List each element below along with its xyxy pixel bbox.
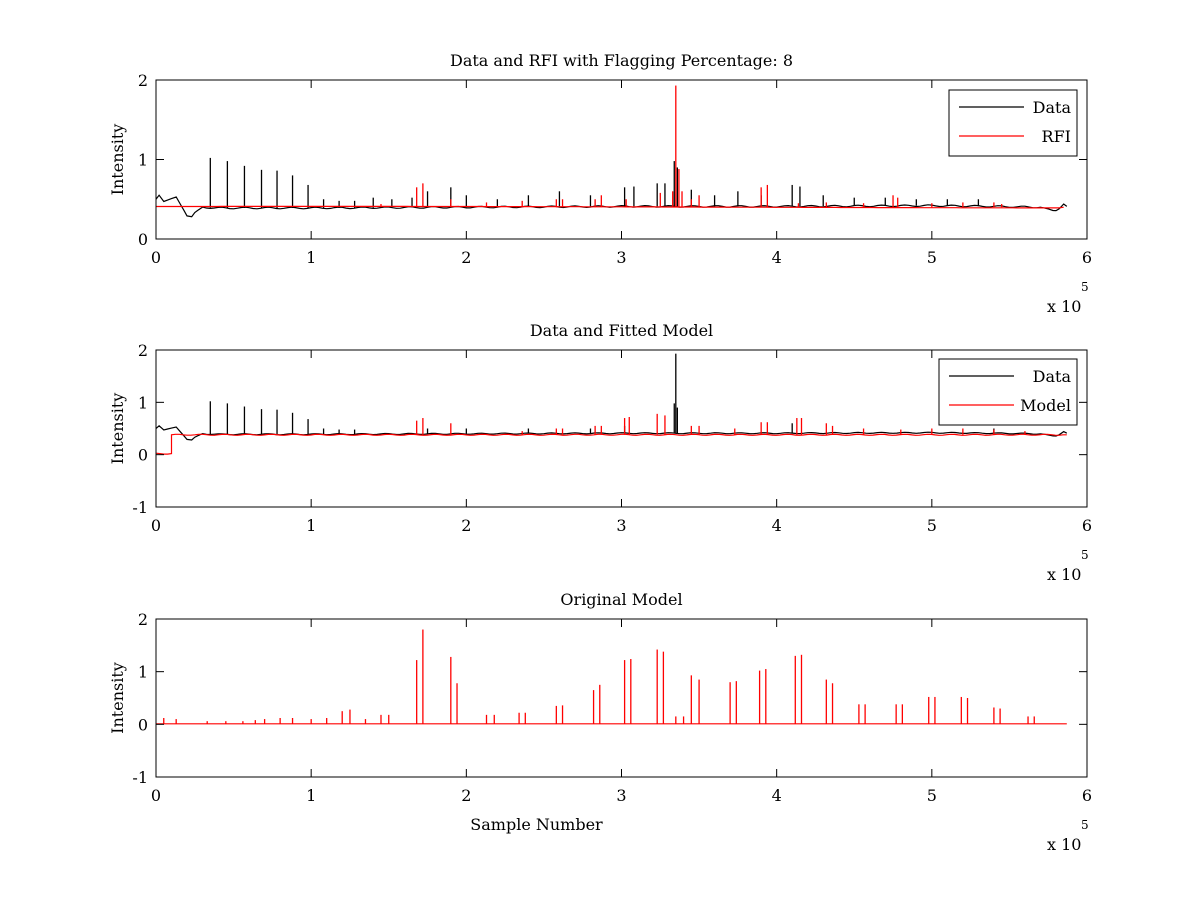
x-tick-label: 5 bbox=[927, 786, 937, 805]
chart-title: Data and Fitted Model bbox=[530, 321, 713, 340]
x-ticks: 0 1 2 3 4 5 6 bbox=[151, 80, 1092, 267]
plot-area bbox=[156, 619, 1087, 777]
series-model-2-line bbox=[156, 433, 1067, 455]
series-model-3 bbox=[156, 629, 1067, 725]
x-exponent-base: x 10 bbox=[1047, 565, 1081, 584]
plot-area bbox=[156, 80, 1087, 239]
y-tick-label: -1 bbox=[132, 498, 148, 517]
x-exponent-power: 5 bbox=[1081, 280, 1089, 294]
x-ticks: 0 1 2 3 4 5 6 bbox=[151, 619, 1092, 805]
series-group bbox=[156, 85, 1068, 218]
x-tick-label: 0 bbox=[151, 516, 161, 535]
x-tick-label: 6 bbox=[1082, 516, 1092, 535]
y-tick-label: 2 bbox=[138, 610, 148, 629]
x-axis-label: Sample Number bbox=[470, 815, 603, 834]
x-tick-label: 4 bbox=[772, 516, 782, 535]
x-tick-label: 5 bbox=[927, 516, 937, 535]
x-tick-label: 4 bbox=[772, 248, 782, 267]
y-ticks: -1 0 1 2 bbox=[132, 610, 1087, 787]
x-tick-label: 6 bbox=[1082, 248, 1092, 267]
legend: Data RFI bbox=[948, 89, 1078, 157]
y-tick-label: 1 bbox=[138, 393, 148, 412]
x-tick-label: 6 bbox=[1082, 786, 1092, 805]
legend-label-data: Data bbox=[1033, 98, 1072, 117]
y-axis-label: Intensity bbox=[108, 662, 127, 734]
y-ticks: 0 1 2 bbox=[138, 71, 1087, 249]
x-tick-label: 1 bbox=[306, 516, 316, 535]
x-tick-label: 0 bbox=[151, 248, 161, 267]
chart-title: Data and RFI with Flagging Percentage: 8 bbox=[450, 51, 793, 70]
y-tick-label: 0 bbox=[138, 446, 148, 465]
legend-label-data: Data bbox=[1033, 367, 1072, 386]
legend-box bbox=[938, 358, 1078, 426]
x-tick-label: 1 bbox=[306, 786, 316, 805]
y-tick-label: 0 bbox=[138, 230, 148, 249]
y-tick-label: 1 bbox=[138, 663, 148, 682]
legend: Data Model bbox=[938, 358, 1078, 426]
x-tick-label: 0 bbox=[151, 786, 161, 805]
x-exponent-power: 5 bbox=[1081, 548, 1089, 562]
legend-label-rfi: RFI bbox=[1042, 127, 1071, 146]
series-rfi-1 bbox=[156, 85, 1064, 209]
series-data-2-line bbox=[156, 424, 1068, 441]
x-exponent-base: x 10 bbox=[1047, 297, 1081, 316]
y-tick-label: 2 bbox=[138, 71, 148, 90]
series-model-2 bbox=[156, 413, 1067, 455]
series-rfi-1-line bbox=[156, 205, 1064, 209]
x-exponent-power: 5 bbox=[1081, 818, 1089, 832]
x-tick-label: 5 bbox=[927, 248, 937, 267]
x-tick-label: 3 bbox=[616, 248, 626, 267]
x-tick-label: 3 bbox=[616, 786, 626, 805]
series-group bbox=[156, 629, 1067, 725]
x-tick-label: 4 bbox=[772, 786, 782, 805]
x-tick-label: 2 bbox=[461, 516, 471, 535]
y-axis-label: Intensity bbox=[108, 393, 127, 465]
chart-title: Original Model bbox=[560, 590, 682, 609]
legend-box bbox=[948, 89, 1078, 157]
y-tick-label: 2 bbox=[138, 341, 148, 360]
x-tick-label: 2 bbox=[461, 248, 471, 267]
x-tick-label: 3 bbox=[616, 516, 626, 535]
y-tick-label: -1 bbox=[132, 768, 148, 787]
y-ticks: -1 0 1 2 bbox=[132, 341, 1087, 517]
legend-label-model: Model bbox=[1020, 396, 1071, 415]
series-group bbox=[156, 353, 1068, 455]
x-tick-label: 2 bbox=[461, 786, 471, 805]
y-axis-label: Intensity bbox=[108, 124, 127, 196]
y-tick-label: 0 bbox=[138, 715, 148, 734]
x-ticks: 0 1 2 3 4 5 6 bbox=[151, 350, 1092, 535]
y-tick-label: 1 bbox=[138, 151, 148, 170]
x-exponent-base: x 10 bbox=[1047, 835, 1081, 854]
x-tick-label: 1 bbox=[306, 248, 316, 267]
